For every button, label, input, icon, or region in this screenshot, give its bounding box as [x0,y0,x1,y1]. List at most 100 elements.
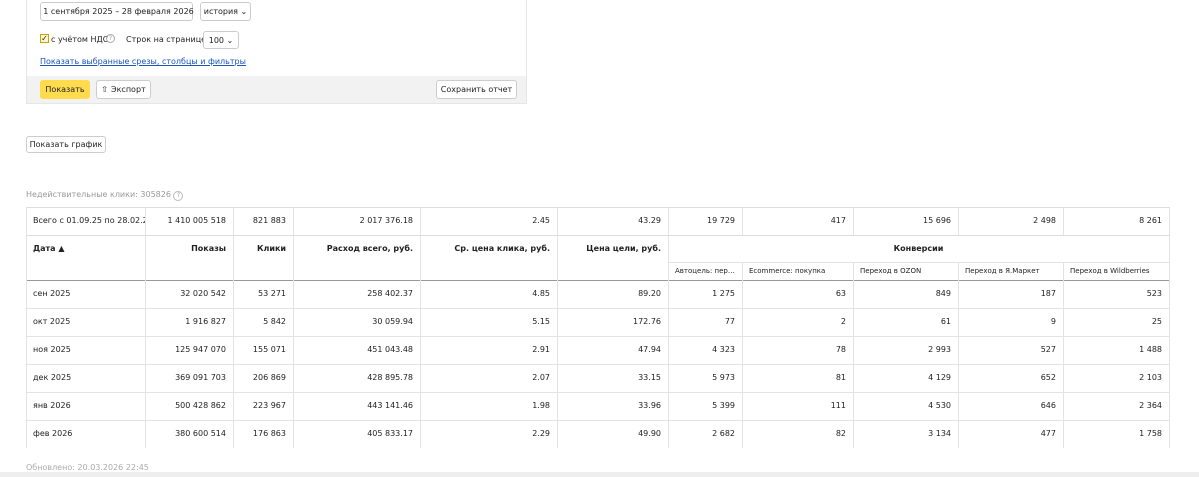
data-cell: 32 020 542 [180,289,226,298]
data-cell: 1 758 [1139,429,1162,438]
data-cell: 4.85 [532,289,550,298]
data-cell: 527 [1040,345,1056,354]
data-cell: 2.29 [532,429,550,438]
column-divider [1063,280,1064,448]
data-cell: 5.15 [532,317,550,326]
column-divider [958,262,959,280]
data-cell: 3 134 [928,429,951,438]
column-divider [853,262,854,280]
vat-label: с учётом НДС [51,35,109,44]
column-divider [742,207,743,235]
data-cell: фев 2026 [33,429,73,438]
filters-link[interactable]: Показать выбранные срезы, столбцы и филь… [40,57,246,66]
data-cell: 443 141.46 [367,401,413,410]
sub-header: Переход в OZON [860,267,922,275]
column-divider [853,280,854,448]
sub-header: Ecommerce: покупка [749,267,826,275]
data-cell: 9 [1050,317,1056,326]
column-divider [557,280,558,448]
data-cell: 2 682 [712,429,735,438]
data-cell: 2 993 [928,345,951,354]
column-divider [26,280,27,448]
data-cell: 1 916 827 [185,317,226,326]
data-cell: 63 [835,289,846,298]
show-button[interactable]: Показать [40,80,90,99]
data-cell: 172.76 [633,317,661,326]
show-chart-button[interactable]: Показать график [26,136,106,153]
data-cell: 849 [935,289,951,298]
data-cell: 258 402.37 [367,289,413,298]
data-cell: 4 530 [928,401,951,410]
rows-label: Строк на странице [126,35,207,44]
data-cell: 428 895.78 [367,373,413,382]
data-cell: 405 833.17 [367,429,413,438]
data-cell: 500 428 862 [175,401,226,410]
help-icon[interactable]: ? [106,34,115,43]
column-divider [557,207,558,235]
column-divider [26,207,27,235]
column-divider [420,235,421,280]
table-border [26,280,1169,281]
column-divider [742,262,743,280]
total-cell: Всего с 01.09.25 по 28.02.26 [33,216,145,225]
data-cell: 1.98 [532,401,550,410]
data-cell: окт 2025 [33,317,71,326]
data-cell: 646 [1040,401,1056,410]
data-cell: янв 2026 [33,401,71,410]
data-cell: 111 [830,401,846,410]
data-cell: 369 091 703 [175,373,226,382]
data-cell: 223 967 [252,401,286,410]
vat-checkbox[interactable]: ✓ [40,34,49,43]
column-divider [1063,262,1064,280]
row-divider [26,420,1169,421]
data-cell: 4 129 [928,373,951,382]
row-divider [26,364,1169,365]
data-cell: 523 [1146,289,1162,298]
data-cell: 2 [840,317,846,326]
table-border [26,207,1169,208]
export-label: Экспорт [111,85,146,94]
data-cell: 77 [724,317,735,326]
sub-header: Переход в Wildberries [1070,267,1150,275]
data-cell: 451 043.48 [367,345,413,354]
help-icon[interactable]: ? [173,191,184,201]
mode-select[interactable]: история ⌄ [200,2,251,21]
column-divider [1169,235,1170,280]
total-cell: 15 696 [923,216,951,225]
column-divider [668,235,669,280]
sub-header: Автоцель: пере... [675,267,739,275]
column-divider [233,207,234,235]
filter-panel [26,0,527,104]
column-header: Дата ▲ [33,244,65,253]
data-cell: 33.15 [638,373,661,382]
total-cell: 2 017 376.18 [359,216,413,225]
data-cell: 4 323 [712,345,735,354]
mode: история [203,7,238,16]
data-cell: 25 [1151,317,1162,326]
column-divider [420,280,421,448]
save-button[interactable]: Сохранить отчет [436,80,517,99]
rows-select[interactable]: 100 ⌄ [203,31,239,49]
column-header: Ср. цена клика, руб. [454,244,550,253]
invalid-clicks-text: Недействительные клики: 305826 [26,190,171,199]
column-header: Цена цели, руб. [586,244,661,253]
data-cell: 380 600 514 [175,429,226,438]
total-cell: 2.45 [532,216,550,225]
total-cell: 2 498 [1033,216,1056,225]
data-cell: 155 071 [252,345,286,354]
data-cell: 187 [1040,289,1056,298]
column-divider [233,280,234,448]
export-button[interactable]: ⇧ Экспорт [96,80,151,99]
data-cell: 125 947 070 [175,345,226,354]
column-divider [1063,207,1064,235]
data-cell: дек 2025 [33,373,72,382]
total-cell: 19 729 [707,216,735,225]
date-range-button[interactable]: 1 сентября 2025 – 28 февраля 2026 [40,2,194,21]
data-cell: 89.20 [638,289,661,298]
column-divider [293,280,294,448]
data-cell: 33.96 [638,401,661,410]
updated: Обновлено: 20.03.2026 22:45 [26,463,149,472]
column-divider [145,235,146,280]
column-divider [1169,280,1170,448]
